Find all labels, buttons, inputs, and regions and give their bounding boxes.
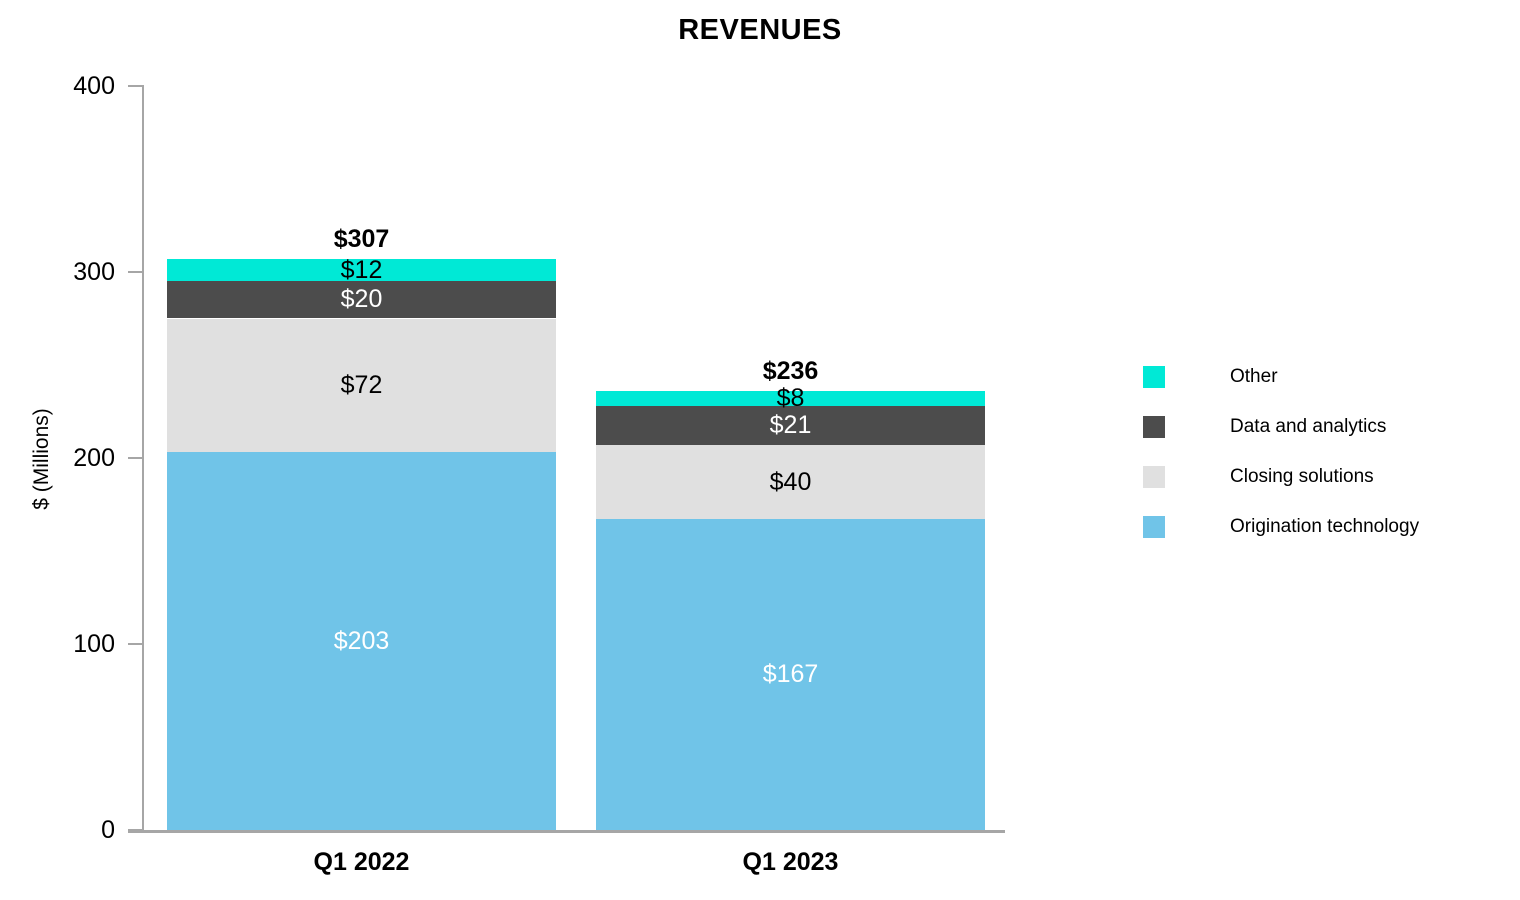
y-tick xyxy=(128,829,144,831)
legend-item-data-and-analytics: Data and analytics xyxy=(1143,416,1419,438)
bar-segment-other-q1-2022: $12 xyxy=(167,255,556,284)
legend-swatch-closing-solutions xyxy=(1143,466,1165,488)
legend-label: Data and analytics xyxy=(1230,416,1387,437)
bar-segment-label: $20 xyxy=(340,285,383,314)
legend-item-other: Other xyxy=(1143,366,1419,388)
x-tick-label: Q1 2022 xyxy=(313,848,410,876)
bar-segment-data-and-analytics-q1-2023: $21 xyxy=(596,405,985,445)
bar-segment-label: $72 xyxy=(340,370,383,399)
bar-segment-origination-technology-q1-2022: $203 xyxy=(167,452,556,830)
y-tick-label: 300 xyxy=(73,258,115,286)
y-tick xyxy=(128,643,144,645)
bar-segment-label: $12 xyxy=(340,255,383,284)
legend-item-origination-technology: Origination technology xyxy=(1143,516,1419,538)
y-axis-line xyxy=(142,86,144,832)
bar-segment-data-and-analytics-q1-2022: $20 xyxy=(167,281,556,319)
x-tick-label: Q1 2023 xyxy=(742,848,839,876)
legend-label: Origination technology xyxy=(1230,516,1420,537)
bar-total-label: $236 xyxy=(762,357,819,386)
y-tick xyxy=(128,457,144,459)
x-axis-line xyxy=(128,830,1005,833)
y-tick-label: 100 xyxy=(73,630,115,658)
legend-item-closing-solutions: Closing solutions xyxy=(1143,466,1419,488)
y-tick-label: 400 xyxy=(73,72,115,100)
bar-total-label: $307 xyxy=(333,224,390,253)
chart-title: REVENUES xyxy=(678,14,842,46)
legend-label: Other xyxy=(1230,366,1278,387)
legend-swatch-other xyxy=(1143,366,1165,388)
y-tick-label: 200 xyxy=(73,444,115,472)
legend-swatch-data-and-analytics xyxy=(1143,416,1165,438)
bar-segment-label: $21 xyxy=(769,410,812,439)
legend: Other Data and analytics Closing solutions… xyxy=(1143,366,1419,566)
y-tick-label: 0 xyxy=(101,816,115,844)
bar-segment-label: $40 xyxy=(769,467,812,496)
bar-segment-closing-solutions-q1-2023: $40 xyxy=(596,444,985,520)
y-tick xyxy=(128,271,144,273)
bar-segment-label: $203 xyxy=(333,626,390,655)
legend-swatch-origination-technology xyxy=(1143,516,1165,538)
bar-segment-origination-technology-q1-2023: $167 xyxy=(596,519,985,830)
bar-segment-closing-solutions-q1-2022: $72 xyxy=(167,318,556,453)
bar-segment-other-q1-2023: $8 xyxy=(596,385,985,410)
bar-segment-label: $8 xyxy=(776,383,805,412)
bar-segment-label: $167 xyxy=(762,660,819,689)
y-tick xyxy=(128,85,144,87)
legend-label: Closing solutions xyxy=(1230,466,1374,487)
